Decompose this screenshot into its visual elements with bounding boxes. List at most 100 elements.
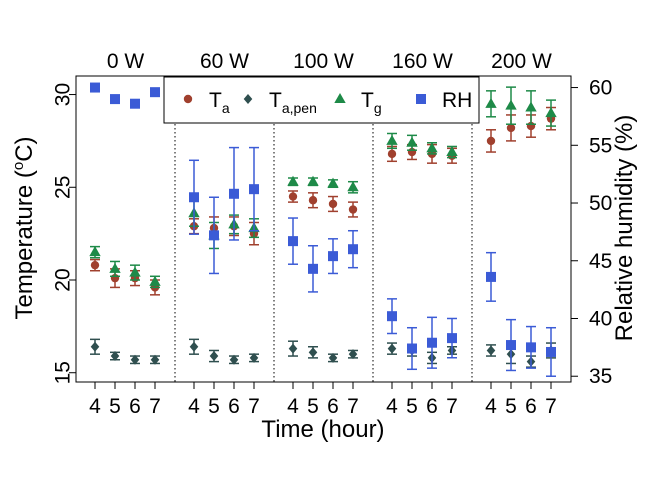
- panel-title: 200 W: [491, 50, 552, 73]
- x-tick-label: 4: [188, 395, 200, 418]
- panel-title: 0 W: [107, 50, 145, 73]
- data-point-tg: [149, 275, 161, 286]
- legend-marker-ta: [183, 94, 193, 104]
- x-tick-label: 4: [287, 395, 299, 418]
- data-point-tapen: [130, 354, 140, 365]
- data-point-rh: [526, 342, 536, 353]
- panel-title: 60 W: [200, 50, 249, 73]
- data-point-rh: [486, 271, 496, 282]
- panel-separators: [174, 76, 473, 382]
- data-point-rh: [130, 98, 140, 109]
- legend-marker-tg: [334, 93, 346, 103]
- y-axis-right-title: Relative humidity (%): [611, 115, 638, 342]
- x-tick-label: 7: [149, 395, 161, 418]
- x-tick-label: 5: [505, 395, 517, 418]
- y-left-tick-label: 30: [52, 83, 75, 106]
- data-point-rh: [407, 343, 417, 354]
- x-tick-label: 4: [485, 395, 497, 418]
- data-marks: [89, 82, 557, 377]
- x-tick-label: 5: [208, 395, 220, 418]
- legend-label-tg: Tg: [361, 89, 382, 116]
- legend-label-rh: RH: [442, 89, 472, 112]
- data-point-tg: [89, 246, 101, 257]
- x-tick-label: 5: [109, 395, 121, 418]
- panel-title: 100 W: [293, 50, 354, 73]
- x-tick-label: 4: [386, 395, 398, 418]
- x-axis-title: Time (hour): [261, 416, 384, 443]
- x-tick-label: 7: [248, 395, 260, 418]
- data-point-rh: [348, 244, 358, 255]
- data-point-tapen: [486, 345, 496, 356]
- x-tick-label: 6: [327, 395, 339, 418]
- data-point-tapen: [110, 351, 120, 362]
- y-left-tick-label: 25: [52, 176, 75, 199]
- data-point-rh: [288, 236, 298, 247]
- data-point-ta: [348, 205, 358, 214]
- data-point-rh: [387, 311, 397, 322]
- data-point-rh: [546, 346, 556, 357]
- data-point-tg: [327, 177, 339, 188]
- data-point-ta: [506, 123, 516, 133]
- x-tick-label: 7: [347, 395, 359, 418]
- x-tick-label: 5: [406, 395, 418, 418]
- data-point-tg: [347, 181, 359, 192]
- y-left-tick-label: 15: [52, 361, 75, 384]
- data-point-tapen: [249, 352, 259, 363]
- data-point-rh: [506, 340, 516, 351]
- y-right-tick-label: 40: [589, 307, 612, 330]
- data-point-tg: [525, 101, 537, 112]
- panel-title: 160 W: [392, 50, 453, 73]
- data-point-rh: [427, 337, 437, 348]
- data-point-tapen: [90, 341, 100, 352]
- data-point-tapen: [348, 349, 358, 360]
- x-tick-label: 6: [426, 395, 438, 418]
- y-right-tick-label: 50: [589, 192, 612, 215]
- y-right-tick-label: 35: [589, 365, 612, 388]
- y-axis-left-title: Temperature (oC): [10, 136, 38, 319]
- legend-marker-tapen: [243, 94, 253, 104]
- x-tick-label: 7: [545, 395, 557, 418]
- data-point-tapen: [229, 354, 239, 365]
- legend: Ta Ta,pen Tg RH: [163, 76, 480, 124]
- data-point-ta: [288, 192, 298, 201]
- data-point-tapen: [209, 351, 219, 362]
- data-point-tg: [109, 262, 121, 273]
- x-tick-label: 7: [446, 395, 458, 418]
- data-point-ta: [387, 149, 397, 159]
- x-tick-label: 6: [525, 395, 537, 418]
- data-point-tapen: [387, 343, 397, 354]
- plot-border: [75, 75, 572, 383]
- y-right-tick-label: 55: [589, 134, 612, 157]
- data-point-ta: [486, 136, 496, 146]
- legend-box: [163, 76, 480, 124]
- x-tick-label: 4: [89, 395, 101, 418]
- data-point-ta: [328, 199, 338, 209]
- data-point-rh: [150, 87, 160, 98]
- data-point-ta: [90, 260, 100, 270]
- data-point-rh: [249, 184, 259, 195]
- data-point-tapen: [288, 343, 298, 354]
- data-point-rh: [110, 94, 120, 105]
- y-right-tick-label: 60: [589, 77, 612, 100]
- x-tick-label: 6: [129, 395, 141, 418]
- data-point-rh: [90, 82, 100, 93]
- data-point-rh: [229, 188, 239, 199]
- data-point-tg: [505, 99, 517, 110]
- data-point-tg: [426, 142, 438, 153]
- data-point-tapen: [308, 347, 318, 358]
- legend-marker-rh: [416, 94, 426, 104]
- y-left-tick-label: 20: [52, 268, 75, 291]
- data-point-tg: [129, 266, 141, 277]
- data-point-rh: [209, 230, 219, 241]
- data-point-tapen: [150, 354, 160, 365]
- data-point-tg: [545, 107, 557, 118]
- data-point-tapen: [189, 341, 199, 352]
- data-point-rh: [189, 192, 199, 203]
- data-point-tg: [287, 175, 299, 186]
- data-point-rh: [308, 263, 318, 274]
- data-point-tg: [406, 136, 418, 147]
- data-point-ta: [308, 196, 318, 205]
- data-point-tg: [386, 134, 398, 145]
- data-point-tg: [307, 175, 319, 186]
